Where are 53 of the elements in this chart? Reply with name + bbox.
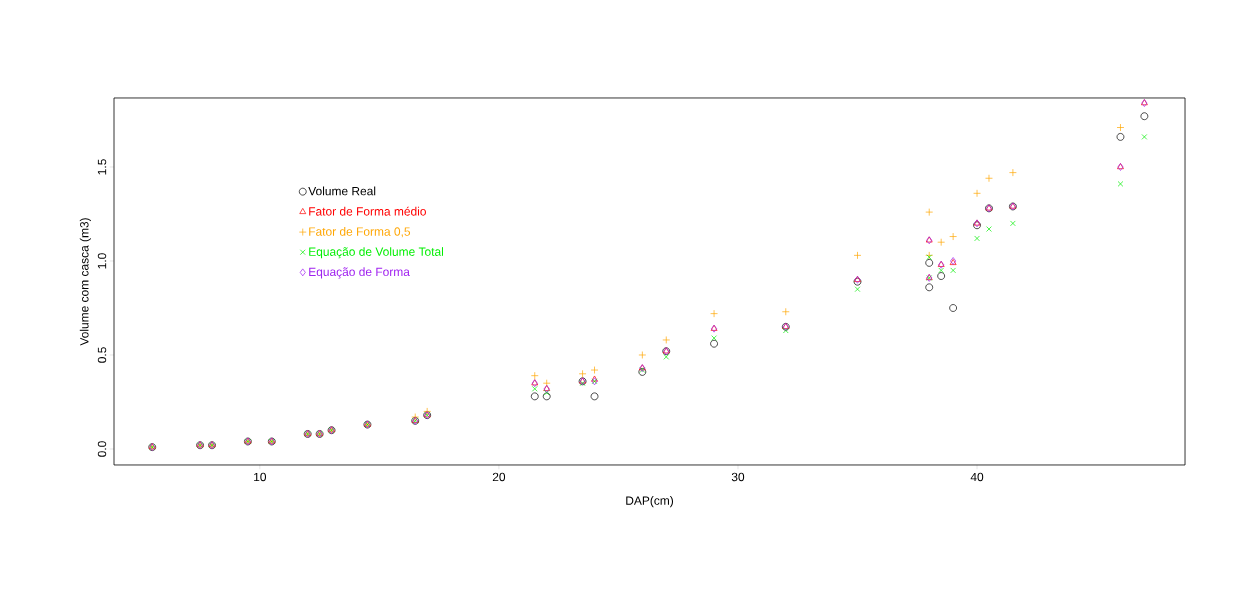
- point: [578, 369, 587, 378]
- y-tick-label: 0.0: [97, 441, 107, 457]
- x-tick-label: 20: [492, 472, 506, 482]
- point: [638, 351, 647, 359]
- point: [781, 307, 790, 316]
- point: [662, 336, 671, 344]
- y-axis-title: Volume com casca (m3): [79, 218, 91, 346]
- point: [1140, 112, 1149, 121]
- x-tick-label: 10: [254, 472, 267, 482]
- legend-label: Volume Real: [308, 186, 376, 196]
- point: [543, 389, 550, 396]
- point: [937, 238, 946, 247]
- x-tick-label: 30: [731, 472, 745, 482]
- point: [663, 354, 670, 360]
- point: [542, 392, 551, 401]
- point: [949, 232, 957, 241]
- point: [590, 366, 599, 374]
- point: [937, 272, 946, 280]
- point: [1116, 133, 1125, 141]
- legend-label: Fator de Forma médio: [309, 206, 426, 216]
- x-tick-label: 40: [970, 472, 984, 482]
- point: [1009, 168, 1017, 177]
- point: [853, 251, 862, 260]
- point: [590, 392, 599, 401]
- point: [423, 407, 432, 416]
- point: [542, 379, 551, 388]
- point: [782, 327, 789, 334]
- y-tick-label: 1.5: [97, 159, 107, 175]
- legend-label: Equação de Volume Total: [309, 247, 444, 259]
- legend-label: Fator de Forma 0,5: [309, 227, 411, 238]
- point: [1141, 134, 1148, 140]
- y-tick-label: 1.0: [97, 253, 107, 269]
- point: [949, 304, 957, 312]
- point: [531, 386, 538, 392]
- y-tick-label: 0.5: [97, 347, 107, 363]
- point: [925, 283, 934, 292]
- point: [973, 189, 981, 198]
- point: [925, 259, 934, 267]
- point: [950, 267, 956, 274]
- point: [854, 286, 861, 293]
- point: [938, 267, 944, 274]
- x-axis-title: DAP(cm): [626, 496, 674, 508]
- point: [1010, 220, 1016, 227]
- point: [530, 392, 539, 401]
- point: [1117, 181, 1124, 187]
- point: [985, 174, 993, 183]
- legend-label: Equação de Forma: [309, 267, 410, 279]
- point: [530, 371, 539, 380]
- point: [710, 309, 718, 318]
- point: [710, 339, 718, 348]
- point: [925, 208, 934, 216]
- point: [974, 235, 980, 242]
- point: [711, 335, 717, 341]
